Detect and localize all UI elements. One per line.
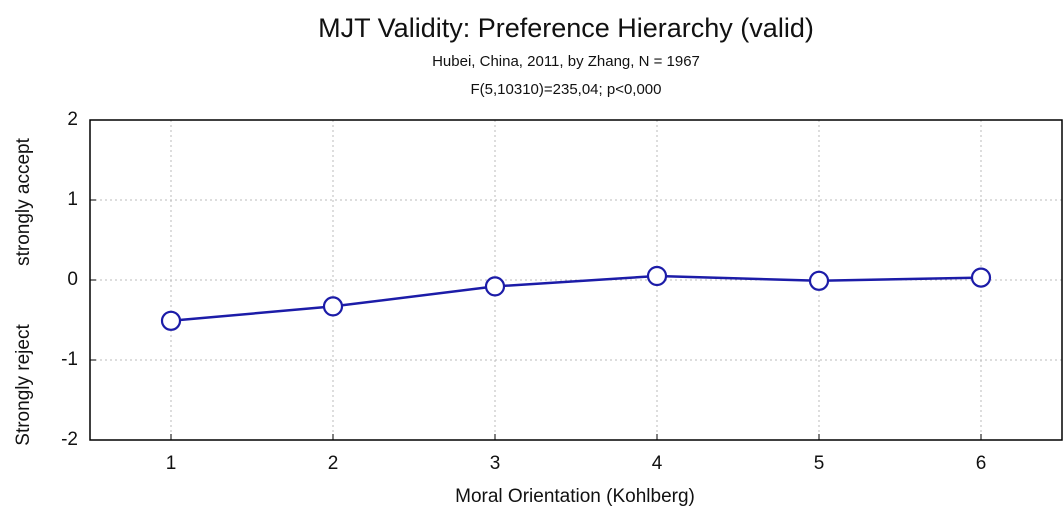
y-tick-label: 0 — [67, 269, 78, 290]
x-tick-label: 3 — [490, 453, 501, 474]
data-point — [808, 270, 830, 291]
data-line — [170, 274, 982, 323]
y-tick-label: -2 — [61, 429, 78, 450]
data-point — [646, 265, 668, 287]
chart-title: MJT Validity: Preference Hierarchy (vali… — [318, 13, 814, 43]
plot-frame — [89, 119, 1063, 441]
y-tick-label: 2 — [67, 109, 78, 130]
x-tick-label: 1 — [166, 453, 177, 474]
x-tick-label: 4 — [652, 453, 663, 474]
data-point — [970, 267, 992, 288]
data-point — [484, 276, 506, 297]
x-axis-label: Moral Orientation (Kohlberg) — [455, 486, 695, 507]
x-tick-label: 5 — [814, 453, 825, 474]
chart-subtitle: F(5,10310)=235,04; p<0,000 — [471, 81, 662, 98]
data-point — [322, 296, 344, 317]
x-tick-label: 2 — [328, 453, 339, 474]
y-tick-label: 1 — [67, 189, 78, 210]
x-tick-label: 6 — [976, 453, 987, 474]
y-tick-label: -1 — [61, 349, 78, 370]
y-axis-label: Strongly reject — [13, 324, 34, 446]
y-axis-label: strongly accept — [13, 137, 34, 266]
data-point — [160, 310, 182, 331]
chart-subtitle: Hubei, China, 2011, by Zhang, N = 1967 — [432, 53, 700, 70]
